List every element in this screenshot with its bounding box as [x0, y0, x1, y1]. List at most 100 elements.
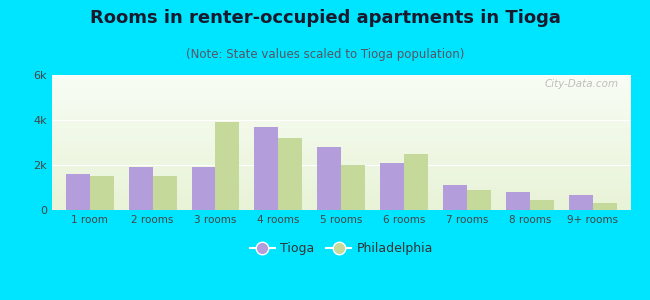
Bar [52, 113, 630, 114]
Bar [52, 203, 630, 204]
Bar [52, 77, 630, 78]
Bar [52, 107, 630, 108]
Bar [52, 146, 630, 147]
Bar [467, 190, 491, 210]
Bar [52, 87, 630, 88]
Bar [52, 201, 630, 202]
Bar [52, 95, 630, 96]
Bar [52, 98, 630, 99]
Bar [52, 170, 630, 171]
Bar [52, 169, 630, 170]
Bar [52, 100, 630, 101]
Bar [52, 145, 630, 146]
Bar [52, 177, 630, 178]
Bar [52, 156, 630, 157]
Bar [52, 140, 630, 141]
Bar [278, 138, 302, 210]
Bar [52, 85, 630, 86]
Bar [443, 185, 467, 210]
Bar [52, 123, 630, 124]
Bar [52, 91, 630, 92]
Bar [52, 110, 630, 111]
Legend: Tioga, Philadelphia: Tioga, Philadelphia [244, 238, 438, 260]
Bar [52, 188, 630, 189]
Bar [52, 75, 630, 76]
Bar [52, 129, 630, 130]
Bar [380, 163, 404, 210]
Bar [52, 206, 630, 207]
Bar [52, 154, 630, 155]
Bar [52, 178, 630, 179]
Bar [52, 161, 630, 162]
Bar [52, 163, 630, 164]
Bar [52, 197, 630, 198]
Bar [52, 122, 630, 123]
Bar [52, 165, 630, 166]
Bar [52, 104, 630, 105]
Bar [52, 198, 630, 199]
Bar [52, 164, 630, 165]
Bar [52, 160, 630, 161]
Bar [52, 194, 630, 195]
Bar [52, 185, 630, 186]
Bar [52, 132, 630, 133]
Bar [52, 157, 630, 158]
Text: Rooms in renter-occupied apartments in Tioga: Rooms in renter-occupied apartments in T… [90, 9, 560, 27]
Bar [52, 103, 630, 104]
Bar [52, 82, 630, 83]
Bar [52, 128, 630, 129]
Bar [52, 193, 630, 194]
Text: (Note: State values scaled to Tioga population): (Note: State values scaled to Tioga popu… [186, 48, 464, 61]
Bar [52, 174, 630, 175]
Bar [52, 204, 630, 205]
Bar [90, 176, 114, 210]
Bar [52, 130, 630, 131]
Bar [52, 106, 630, 107]
Bar [52, 167, 630, 168]
Bar [52, 162, 630, 163]
Bar [52, 159, 630, 160]
Bar [52, 108, 630, 109]
Bar [52, 181, 630, 182]
Bar [52, 116, 630, 117]
Bar [52, 117, 630, 118]
Bar [52, 124, 630, 125]
Bar [52, 171, 630, 172]
Bar [52, 207, 630, 208]
Bar [52, 111, 630, 112]
Bar [52, 114, 630, 115]
Bar [52, 184, 630, 185]
Bar [52, 191, 630, 192]
Bar [66, 174, 90, 210]
Bar [530, 200, 554, 210]
Bar [52, 118, 630, 119]
Bar [52, 158, 630, 159]
Bar [52, 125, 630, 126]
Bar [52, 131, 630, 132]
Bar [52, 82, 630, 83]
Text: City-Data.com: City-Data.com [545, 79, 619, 89]
Bar [52, 208, 630, 209]
Bar [153, 176, 177, 210]
Bar [52, 92, 630, 93]
Bar [52, 182, 630, 183]
Bar [52, 144, 630, 145]
Bar [52, 200, 630, 201]
Bar [52, 84, 630, 85]
Bar [52, 151, 630, 152]
Bar [52, 134, 630, 135]
Bar [52, 199, 630, 200]
Bar [52, 155, 630, 156]
Bar [341, 165, 365, 210]
Bar [52, 186, 630, 187]
Bar [52, 143, 630, 144]
Bar [569, 195, 593, 210]
Bar [52, 102, 630, 103]
Bar [52, 209, 630, 210]
Bar [52, 94, 630, 95]
Bar [52, 80, 630, 81]
Bar [52, 127, 630, 128]
Bar [52, 112, 630, 113]
Bar [52, 150, 630, 151]
Bar [52, 154, 630, 155]
